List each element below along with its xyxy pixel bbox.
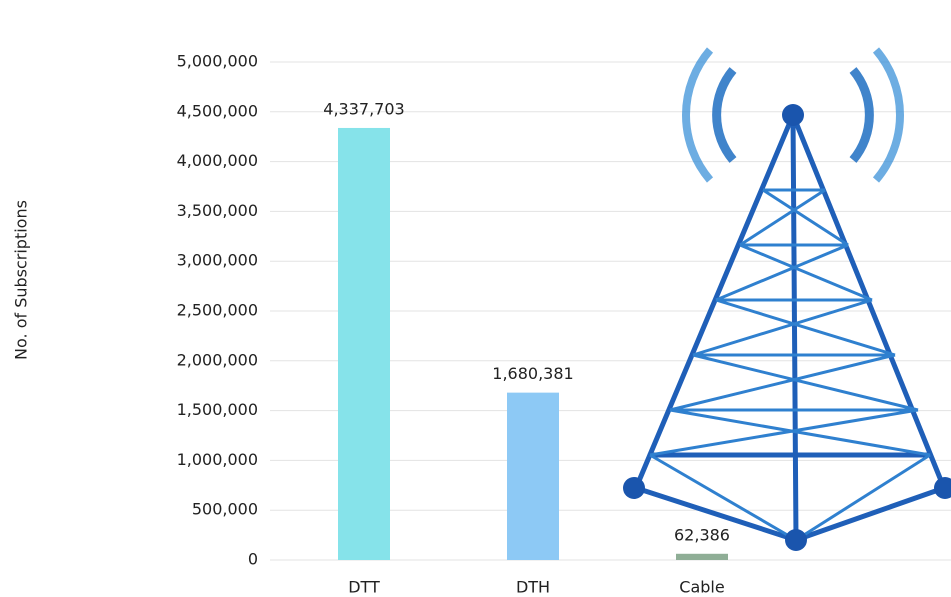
data-label: 62,386 — [674, 525, 730, 544]
y-tick-label: 2,000,000 — [177, 350, 258, 369]
y-tick-label: 500,000 — [192, 500, 258, 519]
y-tick-label: 1,500,000 — [177, 400, 258, 419]
y-axis-title: No. of Subscriptions — [12, 200, 31, 360]
y-tick-label: 2,500,000 — [177, 301, 258, 320]
y-tick-label: 0 — [248, 550, 258, 569]
y-tick-label: 1,000,000 — [177, 450, 258, 469]
x-tick-label: DTH — [516, 578, 550, 597]
bar — [338, 127, 390, 560]
bar — [507, 392, 559, 560]
tower-illustration — [623, 47, 951, 551]
data-label: 4,337,703 — [323, 99, 404, 118]
y-tick-label: 3,000,000 — [177, 251, 258, 270]
y-tick-label: 5,000,000 — [177, 52, 258, 71]
data-label: 1,680,381 — [492, 364, 573, 383]
y-tick-label: 3,500,000 — [177, 201, 258, 220]
y-tick-label: 4,500,000 — [177, 101, 258, 120]
x-tick-label: Cable — [679, 578, 724, 597]
x-tick-label: DTT — [348, 578, 380, 597]
y-tick-label: 4,000,000 — [177, 151, 258, 170]
bar — [676, 553, 728, 560]
